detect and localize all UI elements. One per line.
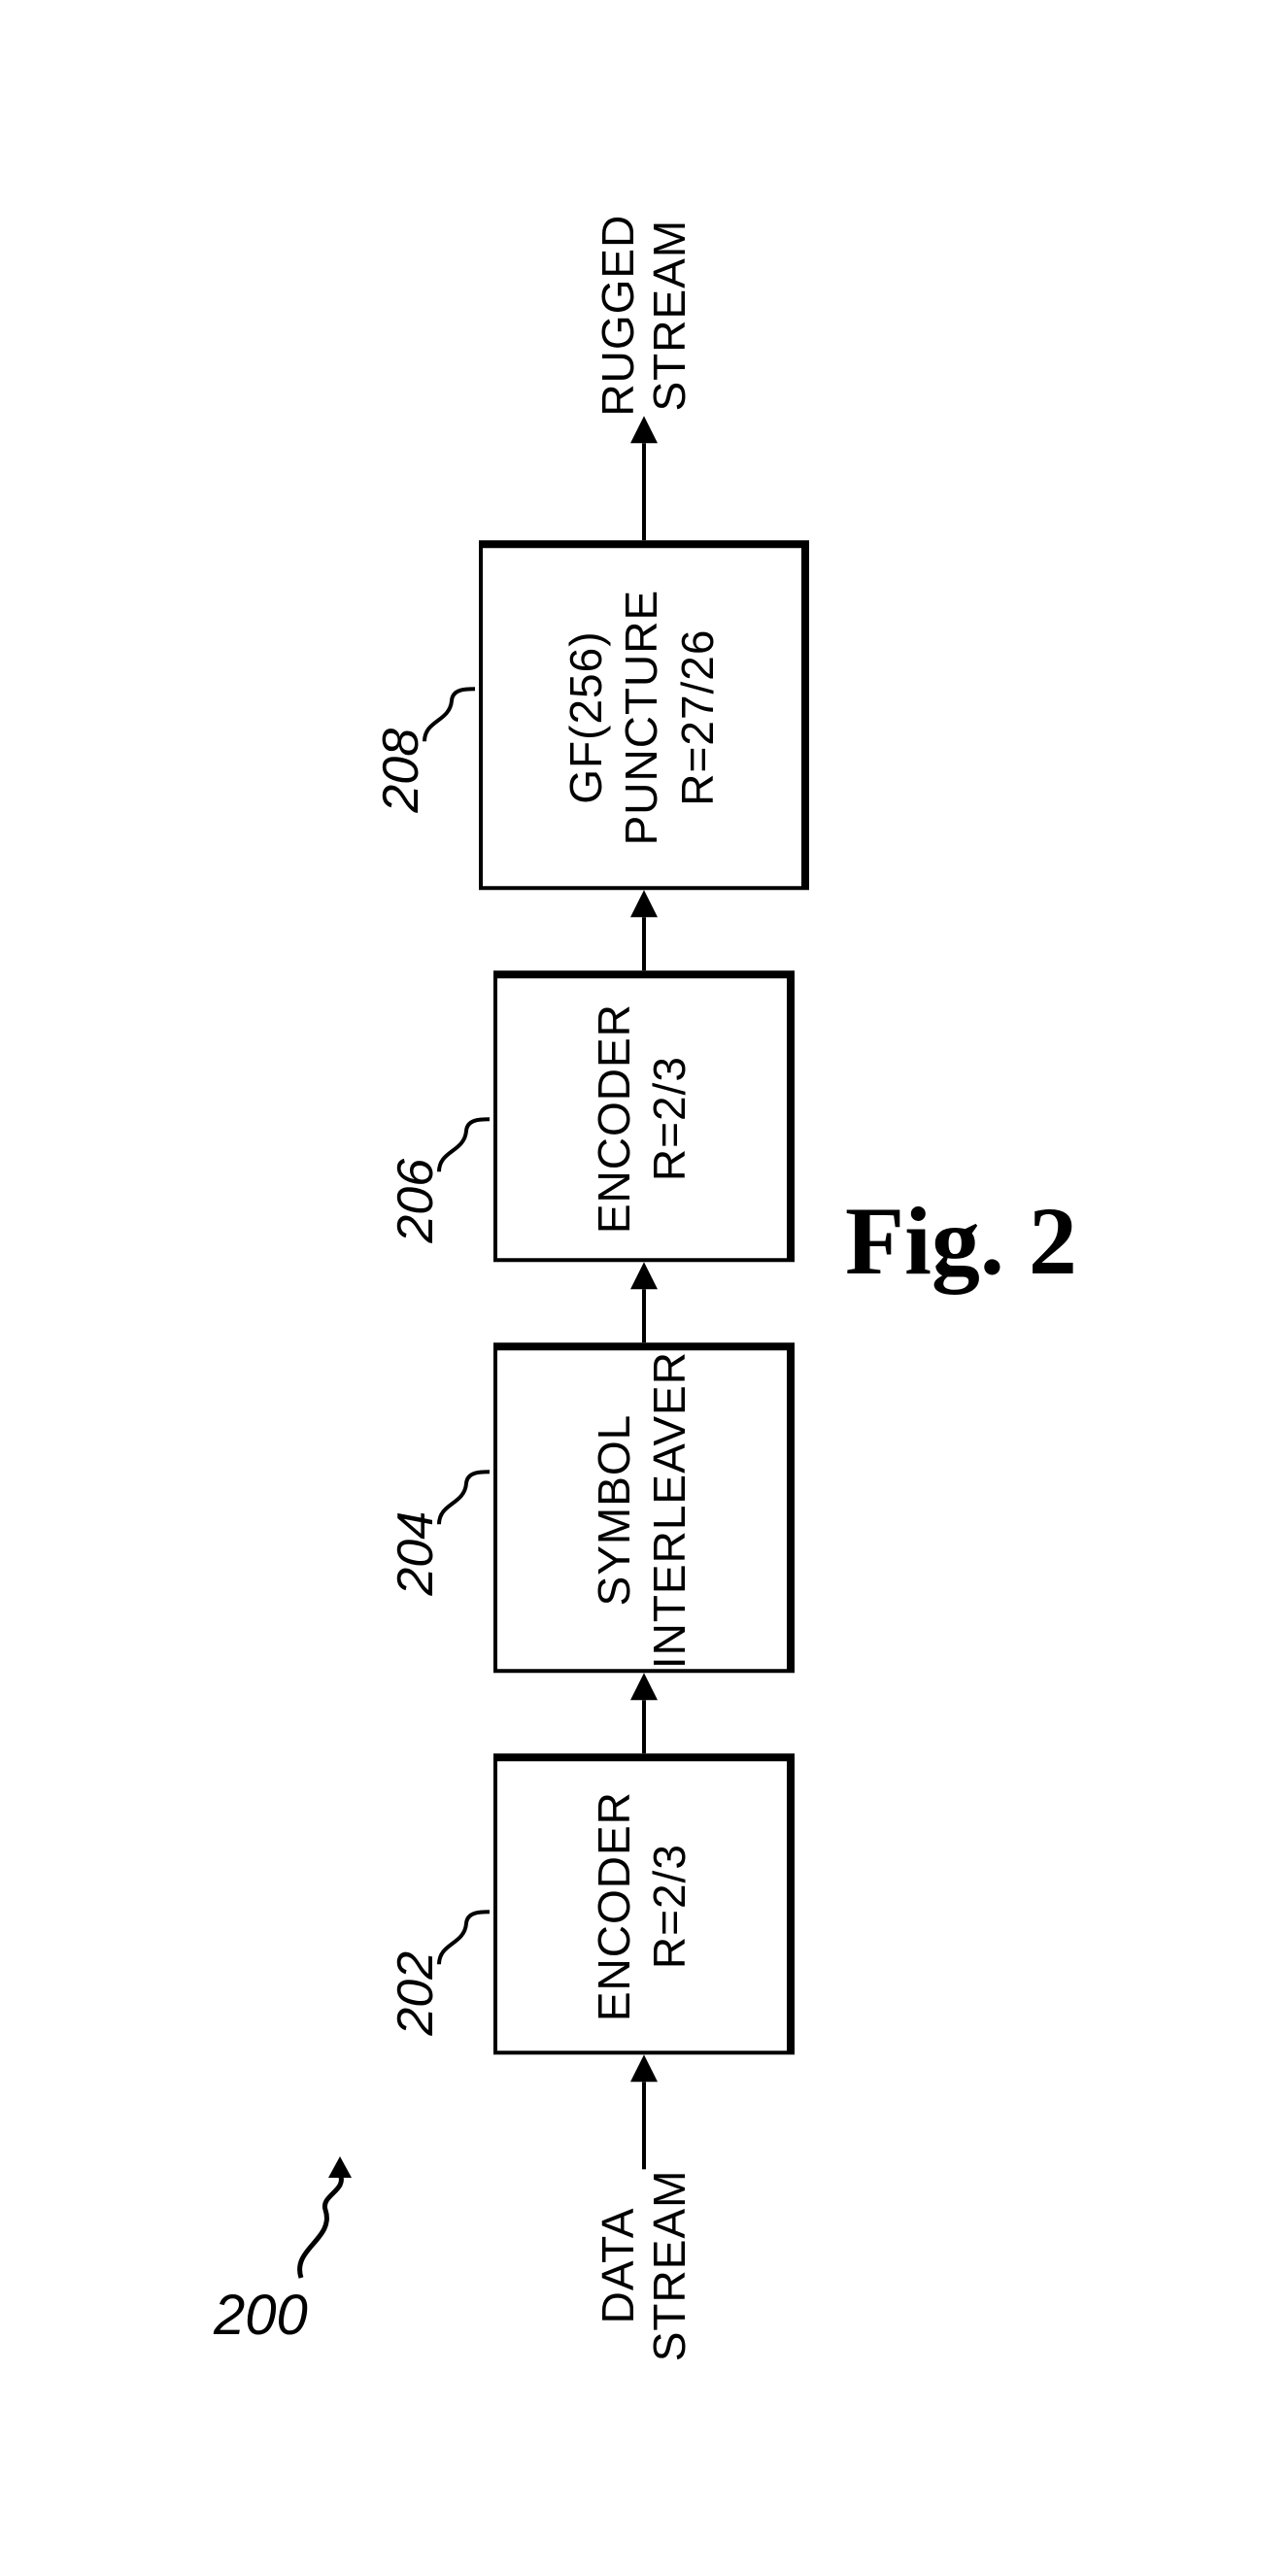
ref-leader: [437, 1465, 491, 1533]
figure-caption: Fig. 2: [845, 1185, 1077, 1297]
block-text-line: SYMBOL: [587, 1414, 643, 1607]
arrow: [630, 2055, 658, 2170]
block-text-line: R=27/26: [670, 629, 727, 806]
process-block: ENCODERR=2/3: [493, 971, 795, 1263]
block-ref-number: 204: [387, 1511, 445, 1596]
block-group: 202ENCODERR=2/3: [493, 1754, 795, 2055]
output-label-line: RUGGED: [593, 215, 644, 417]
block-text-line: ENCODER: [587, 1003, 643, 1234]
block-text-line: R=2/3: [642, 1056, 698, 1181]
system-ref-label: 200: [214, 2283, 308, 2348]
ref-leader: [423, 682, 477, 750]
block-ref-number: 202: [387, 1951, 445, 2036]
arrow: [630, 1263, 658, 1343]
output-label-line: STREAM: [644, 215, 695, 417]
arrow: [630, 417, 658, 541]
process-block: GF(256)PUNCTURER=27/26: [479, 541, 809, 891]
block-group: 206ENCODERR=2/3: [493, 971, 795, 1263]
input-label-line: STREAM: [644, 2170, 695, 2362]
block-group: 208GF(256)PUNCTURER=27/26: [479, 541, 809, 891]
block-text-line: GF(256): [559, 630, 615, 803]
block-ref-number: 208: [372, 729, 430, 813]
block-text-line: ENCODER: [587, 1791, 643, 2021]
block-ref-number: 206: [387, 1159, 445, 1243]
process-block: ENCODERR=2/3: [493, 1754, 795, 2055]
block-text-line: INTERLEAVER: [642, 1351, 698, 1669]
arrow: [630, 1674, 658, 1754]
input-label-line: DATA: [593, 2170, 644, 2362]
block-text-line: PUNCTURE: [614, 590, 670, 846]
arrow: [630, 891, 658, 971]
input-label: DATASTREAM: [593, 2170, 695, 2362]
output-label: RUGGEDSTREAM: [593, 215, 695, 417]
process-block: SYMBOLINTERLEAVER: [493, 1343, 795, 1674]
system-ref-arrow: [282, 2156, 398, 2288]
ref-leader: [437, 1905, 491, 1973]
block-text-line: R=2/3: [642, 1844, 698, 1969]
block-group: 204SYMBOLINTERLEAVER: [493, 1343, 795, 1674]
ref-leader: [437, 1112, 491, 1180]
